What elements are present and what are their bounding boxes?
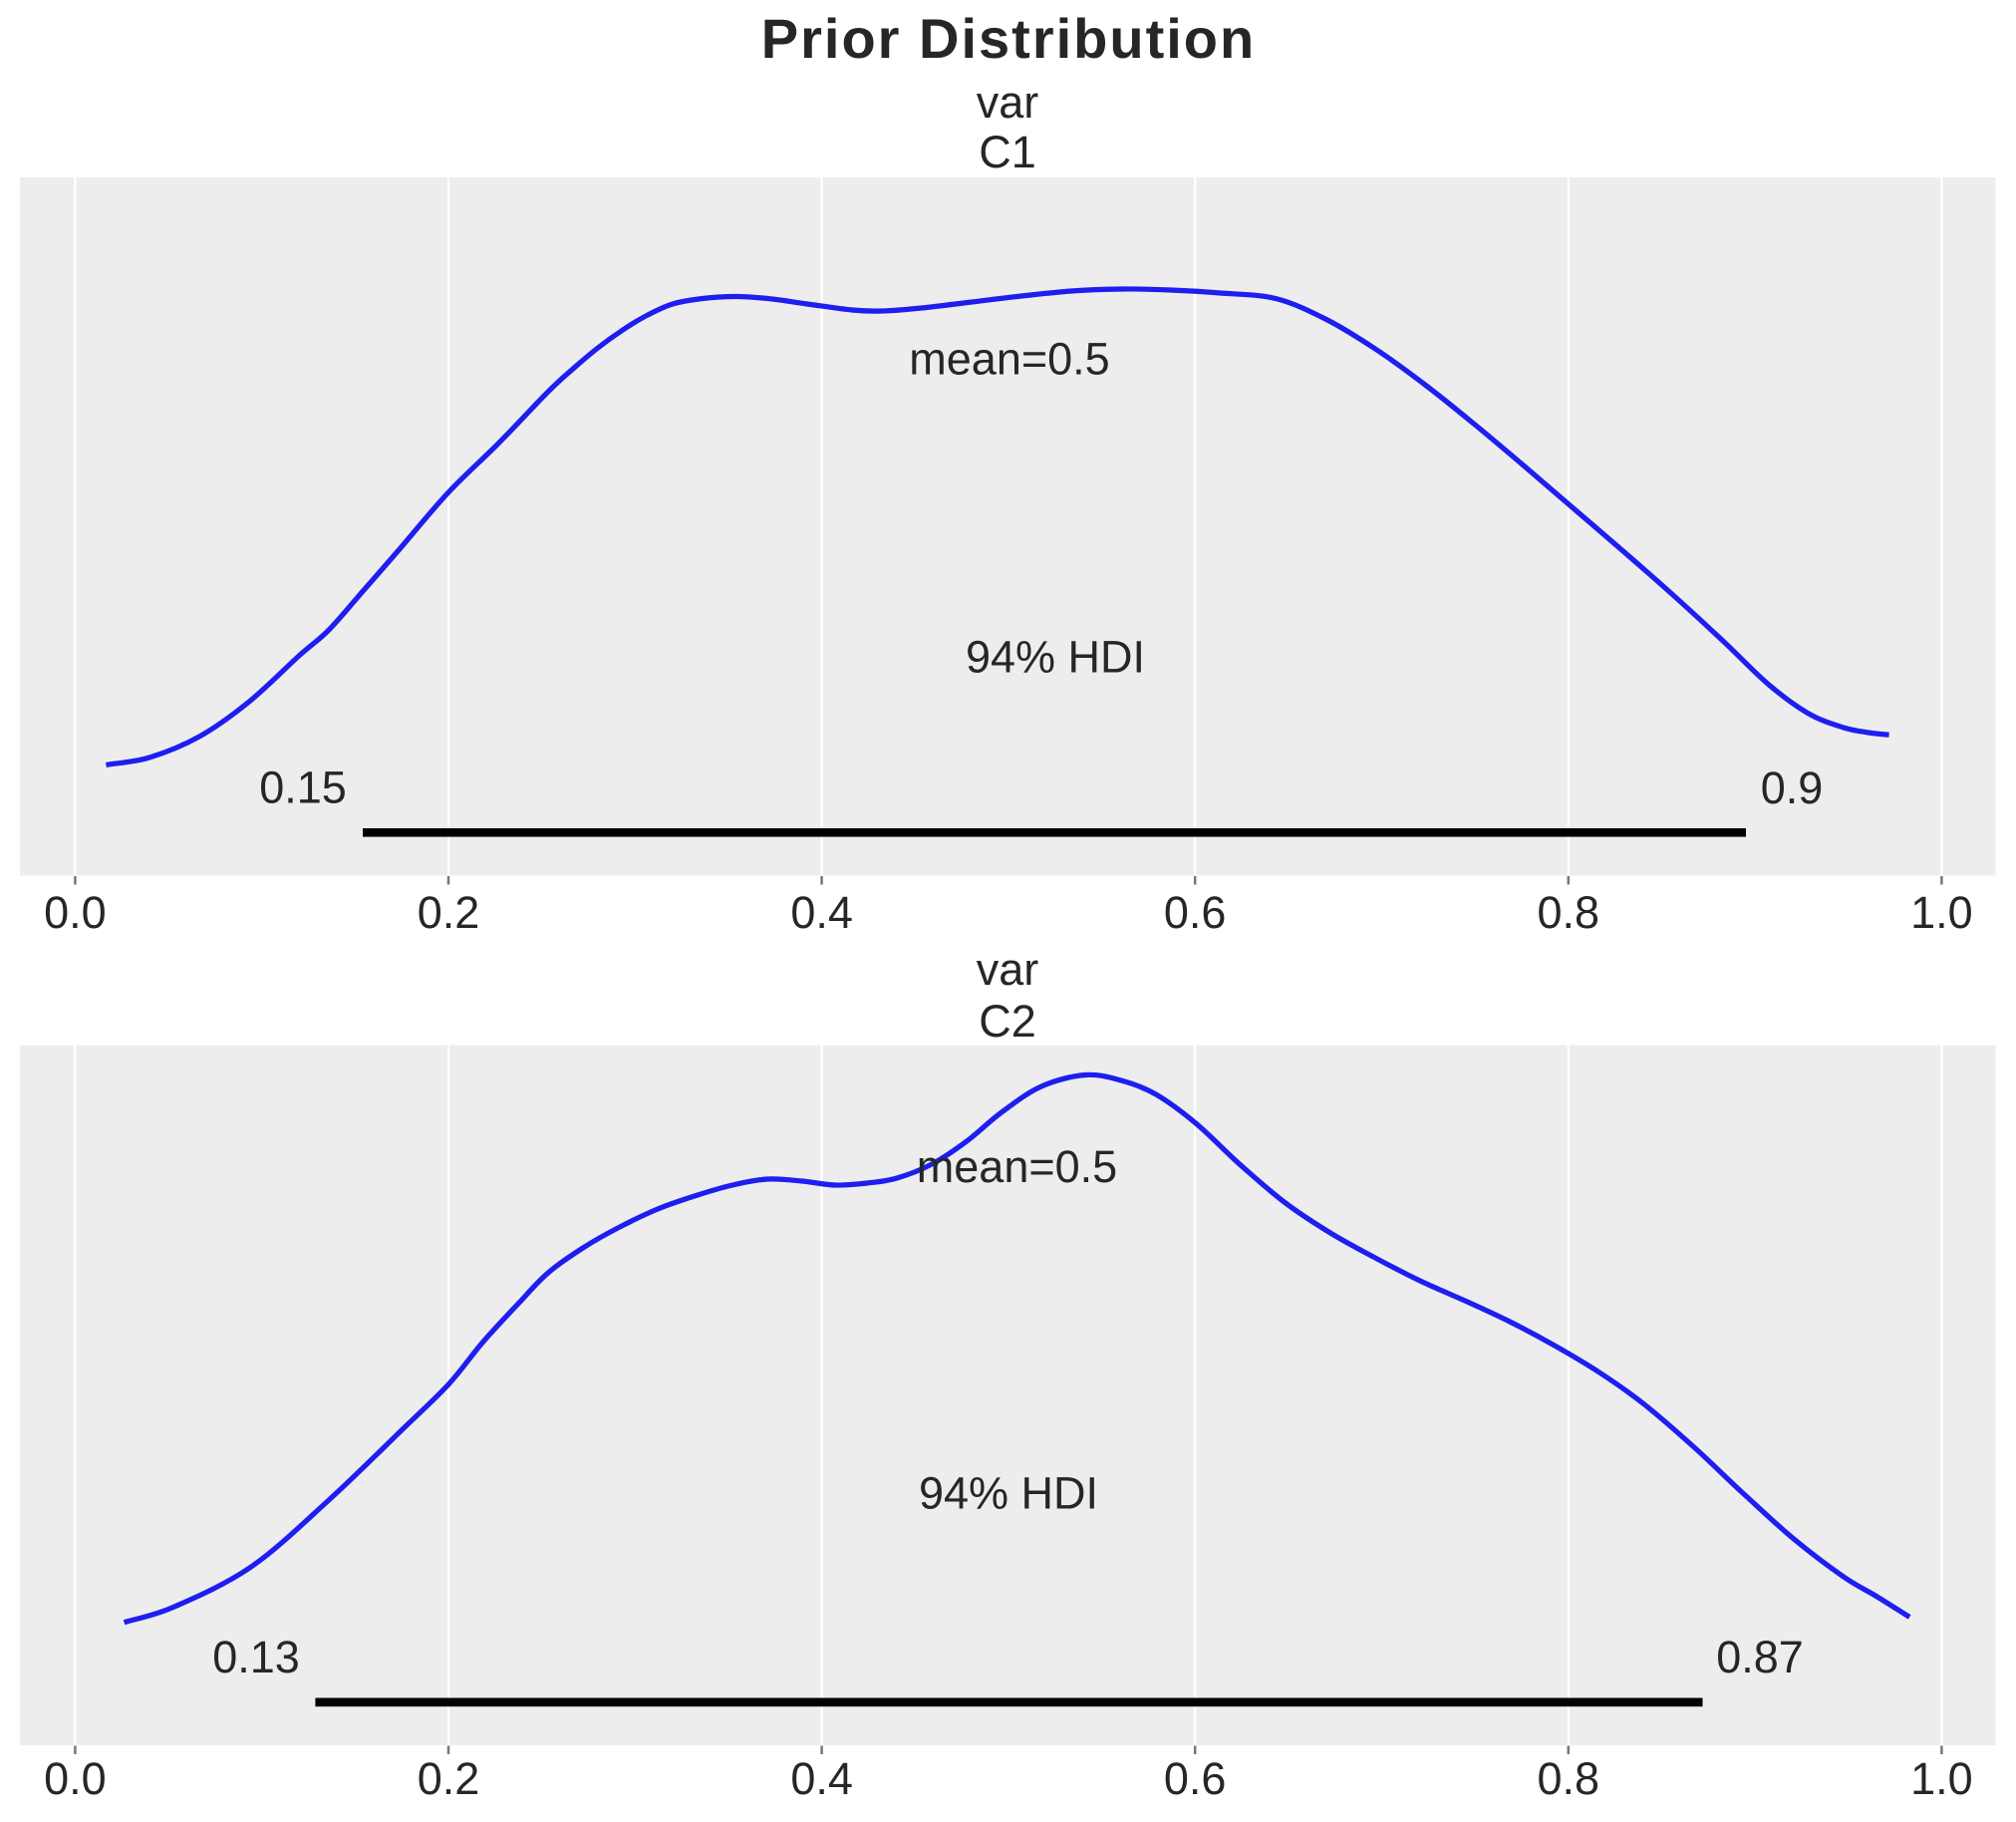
svg-text:0.2: 0.2: [418, 1753, 480, 1804]
svg-text:94% HDI: 94% HDI: [919, 1468, 1098, 1519]
svg-text:0.0: 0.0: [44, 887, 107, 938]
svg-text:C2: C2: [979, 996, 1036, 1047]
svg-text:0.8: 0.8: [1538, 887, 1600, 938]
svg-text:0.13: 0.13: [212, 1632, 300, 1682]
svg-text:mean=0.5: mean=0.5: [917, 1141, 1117, 1192]
svg-text:mean=0.5: mean=0.5: [909, 334, 1109, 385]
svg-text:0.9: 0.9: [1761, 762, 1824, 813]
svg-text:0.87: 0.87: [1716, 1632, 1804, 1682]
svg-text:0.4: 0.4: [790, 1753, 853, 1804]
svg-text:0.4: 0.4: [790, 887, 853, 938]
svg-text:Prior Distribution: Prior Distribution: [761, 7, 1256, 70]
svg-text:94% HDI: 94% HDI: [966, 632, 1145, 683]
svg-text:1.0: 1.0: [1910, 1753, 1973, 1804]
svg-text:var: var: [977, 944, 1039, 995]
svg-text:1.0: 1.0: [1910, 887, 1973, 938]
svg-text:0.6: 0.6: [1164, 1753, 1227, 1804]
svg-text:C1: C1: [979, 127, 1036, 177]
svg-text:var: var: [977, 77, 1039, 128]
svg-text:0.2: 0.2: [418, 887, 480, 938]
svg-text:0.6: 0.6: [1164, 887, 1227, 938]
svg-text:0.0: 0.0: [44, 1753, 107, 1804]
svg-text:0.15: 0.15: [259, 762, 347, 813]
svg-text:0.8: 0.8: [1538, 1753, 1600, 1804]
